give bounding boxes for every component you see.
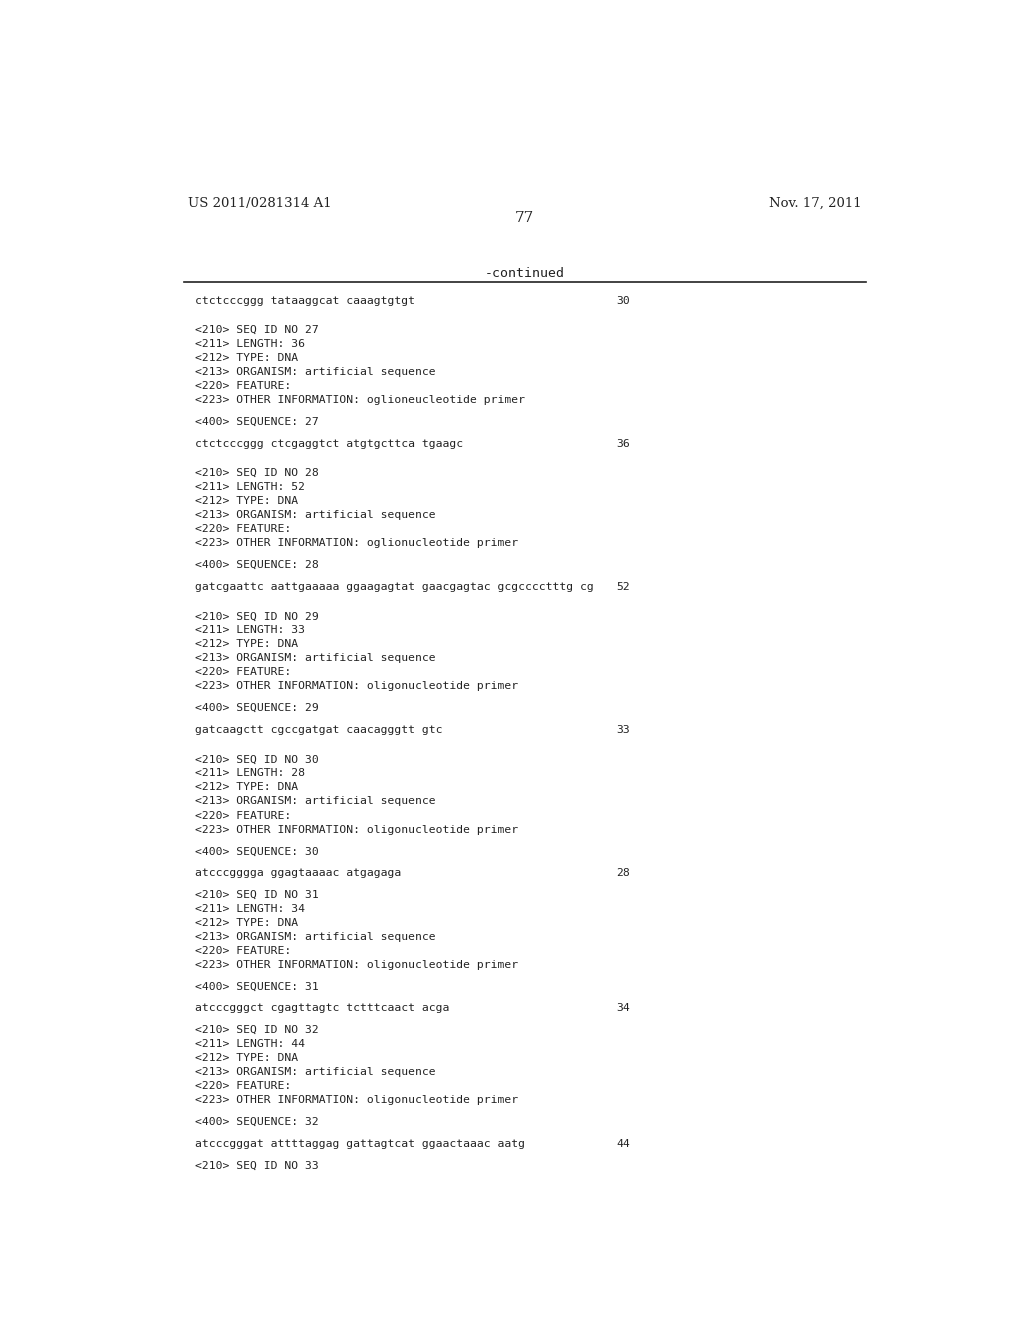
- Text: <220> FEATURE:: <220> FEATURE:: [196, 810, 292, 821]
- Text: <210> SEQ ID NO 29: <210> SEQ ID NO 29: [196, 611, 319, 622]
- Text: ctctcccggg tataaggcat caaagtgtgt: ctctcccggg tataaggcat caaagtgtgt: [196, 296, 416, 306]
- Text: gatcaagctt cgccgatgat caacagggtt gtc: gatcaagctt cgccgatgat caacagggtt gtc: [196, 725, 443, 735]
- Text: <213> ORGANISM: artificial sequence: <213> ORGANISM: artificial sequence: [196, 796, 436, 807]
- Text: <213> ORGANISM: artificial sequence: <213> ORGANISM: artificial sequence: [196, 932, 436, 942]
- Text: <211> LENGTH: 34: <211> LENGTH: 34: [196, 904, 305, 913]
- Text: <400> SEQUENCE: 31: <400> SEQUENCE: 31: [196, 982, 319, 991]
- Text: 34: 34: [616, 1003, 630, 1014]
- Text: <213> ORGANISM: artificial sequence: <213> ORGANISM: artificial sequence: [196, 1068, 436, 1077]
- Text: <400> SEQUENCE: 28: <400> SEQUENCE: 28: [196, 560, 319, 570]
- Text: <210> SEQ ID NO 33: <210> SEQ ID NO 33: [196, 1160, 319, 1171]
- Text: 44: 44: [616, 1139, 630, 1148]
- Text: 52: 52: [616, 582, 630, 591]
- Text: <220> FEATURE:: <220> FEATURE:: [196, 946, 292, 956]
- Text: <213> ORGANISM: artificial sequence: <213> ORGANISM: artificial sequence: [196, 653, 436, 664]
- Text: <400> SEQUENCE: 29: <400> SEQUENCE: 29: [196, 704, 319, 713]
- Text: <213> ORGANISM: artificial sequence: <213> ORGANISM: artificial sequence: [196, 511, 436, 520]
- Text: 33: 33: [616, 725, 630, 735]
- Text: <220> FEATURE:: <220> FEATURE:: [196, 381, 292, 391]
- Text: <210> SEQ ID NO 31: <210> SEQ ID NO 31: [196, 890, 319, 900]
- Text: <400> SEQUENCE: 27: <400> SEQUENCE: 27: [196, 417, 319, 426]
- Text: <212> TYPE: DNA: <212> TYPE: DNA: [196, 783, 299, 792]
- Text: <211> LENGTH: 52: <211> LENGTH: 52: [196, 482, 305, 492]
- Text: <212> TYPE: DNA: <212> TYPE: DNA: [196, 639, 299, 649]
- Text: Nov. 17, 2011: Nov. 17, 2011: [769, 197, 862, 210]
- Text: <220> FEATURE:: <220> FEATURE:: [196, 668, 292, 677]
- Text: <210> SEQ ID NO 30: <210> SEQ ID NO 30: [196, 755, 319, 764]
- Text: US 2011/0281314 A1: US 2011/0281314 A1: [187, 197, 331, 210]
- Text: <223> OTHER INFORMATION: oligonucleotide primer: <223> OTHER INFORMATION: oligonucleotide…: [196, 825, 518, 834]
- Text: 28: 28: [616, 869, 630, 878]
- Text: 36: 36: [616, 438, 630, 449]
- Text: <223> OTHER INFORMATION: oligonucleotide primer: <223> OTHER INFORMATION: oligonucleotide…: [196, 960, 518, 970]
- Text: <220> FEATURE:: <220> FEATURE:: [196, 524, 292, 535]
- Text: <210> SEQ ID NO 27: <210> SEQ ID NO 27: [196, 325, 319, 335]
- Text: <211> LENGTH: 44: <211> LENGTH: 44: [196, 1039, 305, 1049]
- Text: <223> OTHER INFORMATION: oligonucleotide primer: <223> OTHER INFORMATION: oligonucleotide…: [196, 1096, 518, 1105]
- Text: <211> LENGTH: 36: <211> LENGTH: 36: [196, 339, 305, 348]
- Text: <223> OTHER INFORMATION: oglionucleotide primer: <223> OTHER INFORMATION: oglionucleotide…: [196, 539, 518, 548]
- Text: atcccgggat attttaggag gattagtcat ggaactaaac aatg: atcccgggat attttaggag gattagtcat ggaacta…: [196, 1139, 525, 1148]
- Text: <212> TYPE: DNA: <212> TYPE: DNA: [196, 354, 299, 363]
- Text: atcccgggga ggagtaaaac atgagaga: atcccgggga ggagtaaaac atgagaga: [196, 869, 401, 878]
- Text: -continued: -continued: [484, 267, 565, 280]
- Text: <212> TYPE: DNA: <212> TYPE: DNA: [196, 917, 299, 928]
- Text: 77: 77: [515, 211, 535, 226]
- Text: <210> SEQ ID NO 32: <210> SEQ ID NO 32: [196, 1026, 319, 1035]
- Text: <400> SEQUENCE: 30: <400> SEQUENCE: 30: [196, 846, 319, 857]
- Text: <223> OTHER INFORMATION: oglioneucleotide primer: <223> OTHER INFORMATION: oglioneucleotid…: [196, 395, 525, 405]
- Text: <213> ORGANISM: artificial sequence: <213> ORGANISM: artificial sequence: [196, 367, 436, 378]
- Text: gatcgaattc aattgaaaaa ggaagagtat gaacgagtac gcgcccctttg cg: gatcgaattc aattgaaaaa ggaagagtat gaacgag…: [196, 582, 594, 591]
- Text: <211> LENGTH: 28: <211> LENGTH: 28: [196, 768, 305, 779]
- Text: atcccgggct cgagttagtc tctttcaact acga: atcccgggct cgagttagtc tctttcaact acga: [196, 1003, 450, 1014]
- Text: <223> OTHER INFORMATION: oligonucleotide primer: <223> OTHER INFORMATION: oligonucleotide…: [196, 681, 518, 692]
- Text: <400> SEQUENCE: 32: <400> SEQUENCE: 32: [196, 1117, 319, 1127]
- Text: <212> TYPE: DNA: <212> TYPE: DNA: [196, 496, 299, 507]
- Text: <210> SEQ ID NO 28: <210> SEQ ID NO 28: [196, 469, 319, 478]
- Text: <211> LENGTH: 33: <211> LENGTH: 33: [196, 626, 305, 635]
- Text: <212> TYPE: DNA: <212> TYPE: DNA: [196, 1053, 299, 1063]
- Text: 30: 30: [616, 296, 630, 306]
- Text: ctctcccggg ctcgaggtct atgtgcttca tgaagc: ctctcccggg ctcgaggtct atgtgcttca tgaagc: [196, 438, 464, 449]
- Text: <220> FEATURE:: <220> FEATURE:: [196, 1081, 292, 1092]
